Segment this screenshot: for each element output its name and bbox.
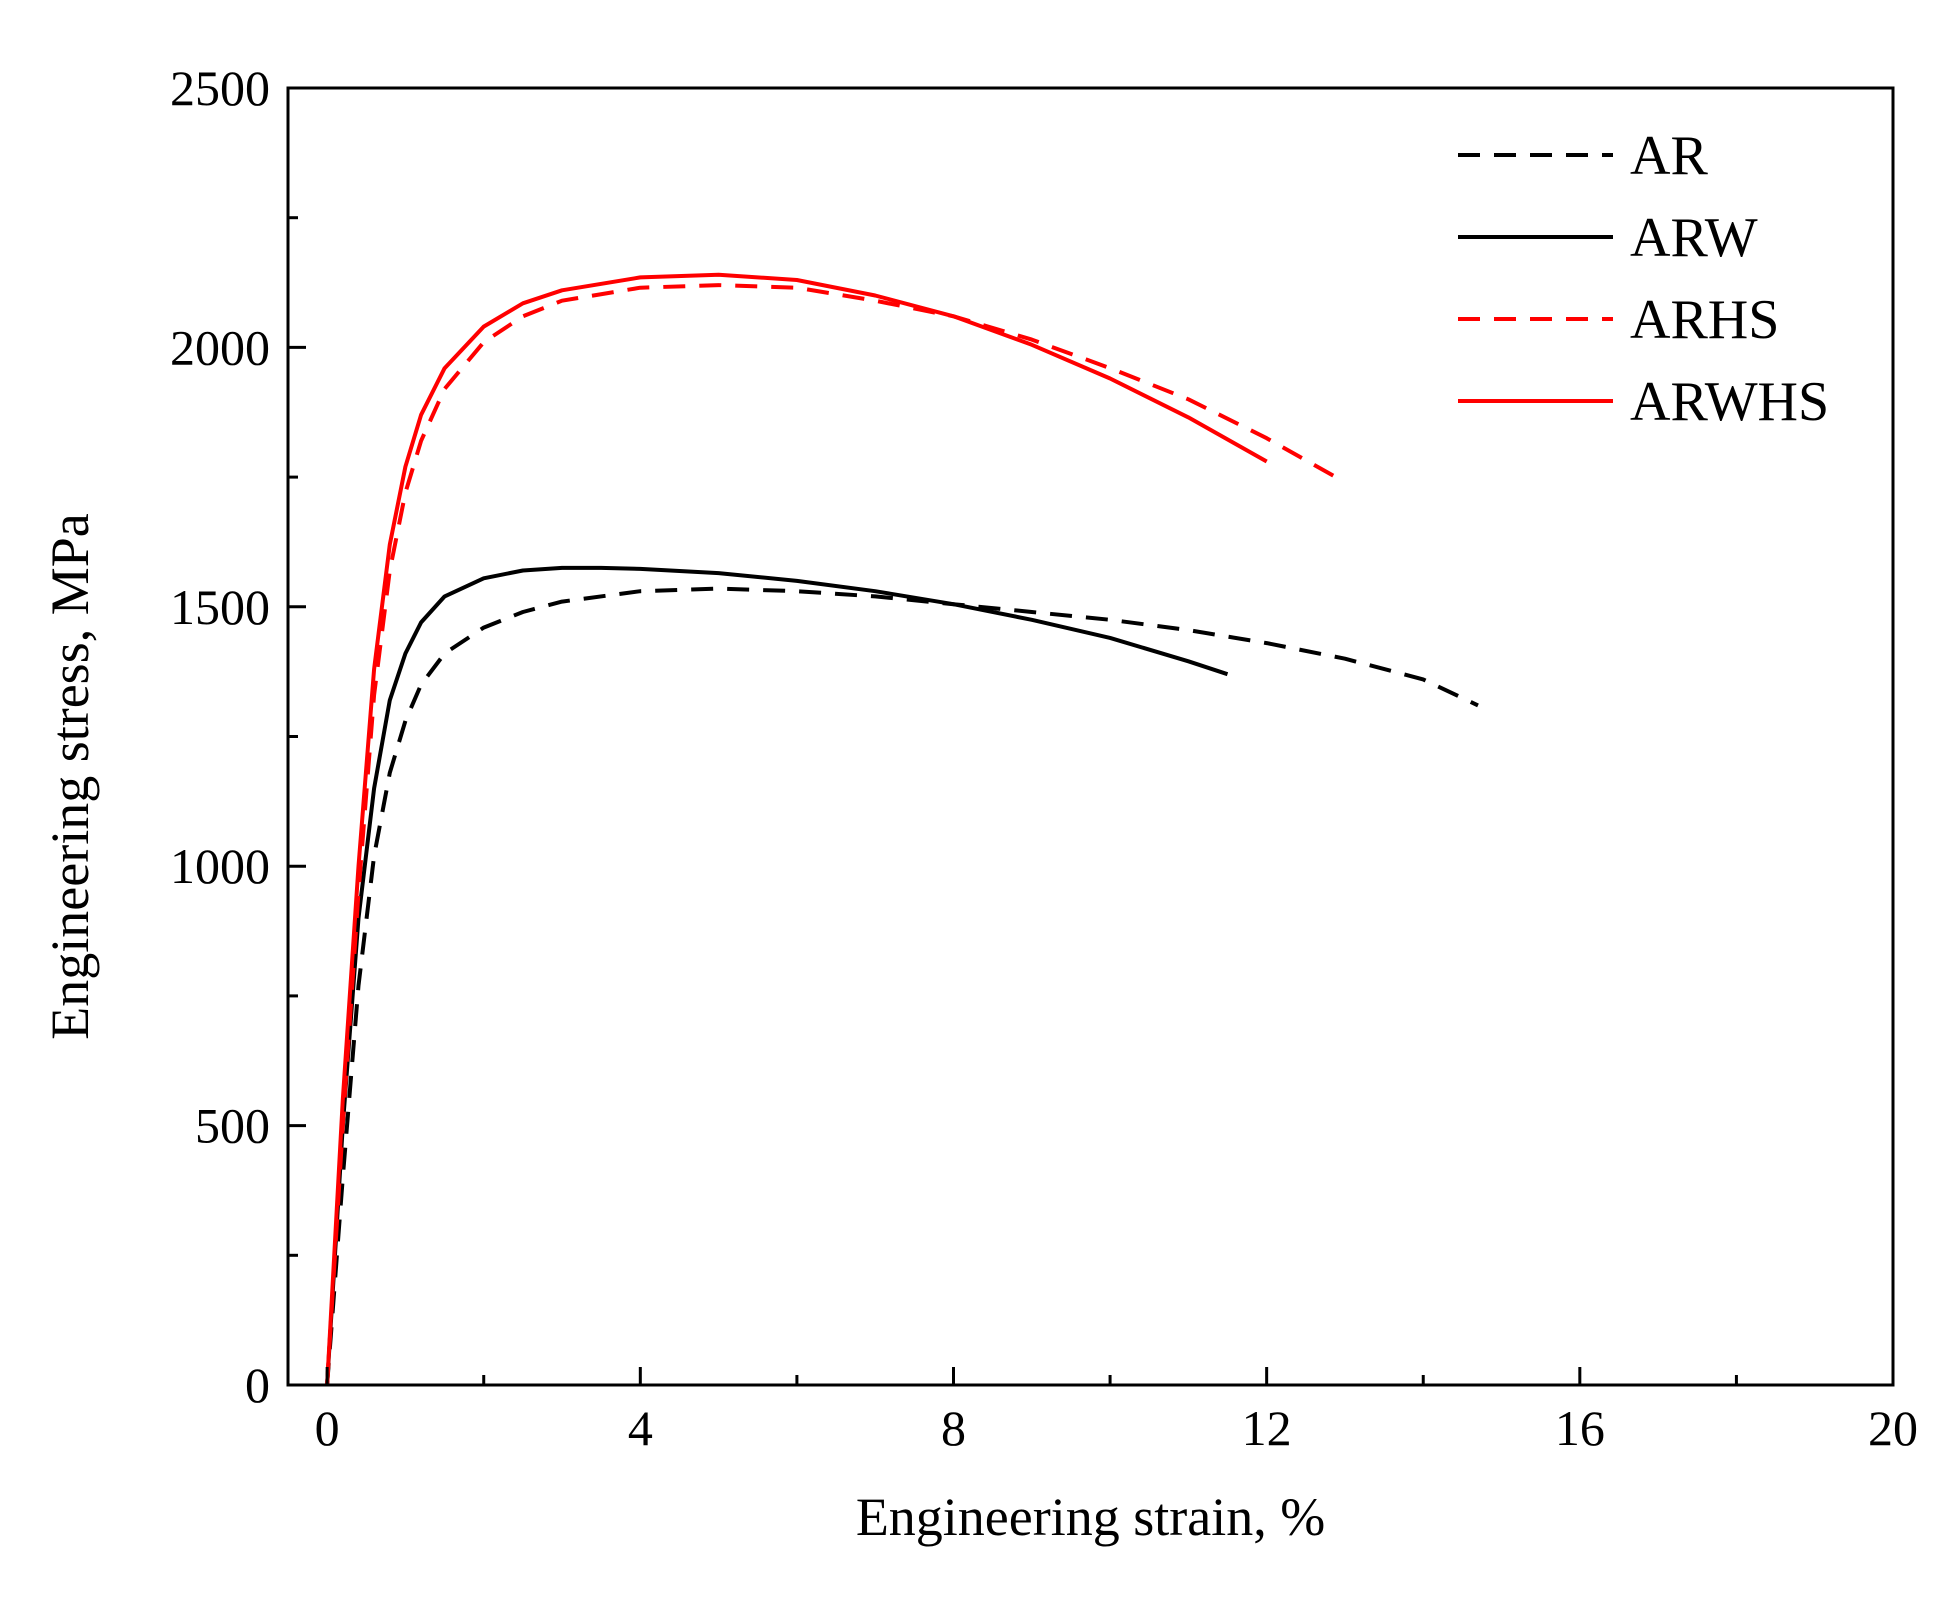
- legend: AR ARW ARHS ARWHS: [1458, 125, 1829, 433]
- series-line-ar: [325, 586, 1479, 1385]
- y-tick-label: 1000: [170, 838, 270, 894]
- series-layer: [325, 272, 1479, 1385]
- legend-label-arw: ARW: [1630, 207, 1758, 269]
- series-line-arw: [325, 565, 1229, 1385]
- y-tick-label: 500: [195, 1098, 270, 1154]
- legend-label-ar: AR: [1630, 125, 1708, 187]
- x-tick-label: 4: [628, 1400, 653, 1456]
- y-tick-label: 2000: [170, 319, 270, 375]
- series-line-arwhs: [325, 272, 1268, 1385]
- legend-label-arwhs: ARWHS: [1630, 371, 1829, 433]
- y-tick-label: 2500: [170, 60, 270, 116]
- x-tick-label: 16: [1555, 1400, 1605, 1456]
- x-tick-label: 12: [1242, 1400, 1292, 1456]
- series-line-arhs: [325, 283, 1346, 1385]
- x-axis-title: Engineering strain, %: [856, 1487, 1325, 1547]
- tick-labels-layer: 0 4 8 12 16 20 0 500 1000 1500 2000 2500: [170, 60, 1918, 1456]
- legend-label-arhs: ARHS: [1630, 289, 1779, 351]
- x-tick-label: 0: [315, 1400, 340, 1456]
- x-tick-label: 20: [1868, 1400, 1918, 1456]
- y-tick-label: 0: [245, 1357, 270, 1413]
- ticks-layer: [288, 86, 1895, 1387]
- x-tick-label: 8: [941, 1400, 966, 1456]
- y-axis-title: Engineering stress, MPa: [40, 513, 100, 1039]
- y-tick-label: 1500: [170, 579, 270, 635]
